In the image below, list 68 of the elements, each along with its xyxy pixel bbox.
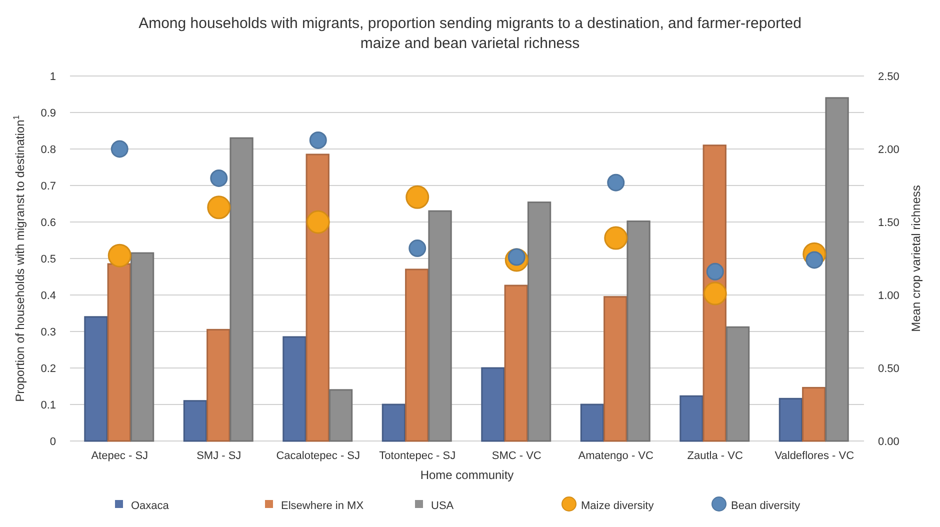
point xyxy=(110,140,128,158)
y2-tick-label: 2.50 xyxy=(878,71,900,83)
y2-tick-label: 0.50 xyxy=(878,363,900,375)
bar xyxy=(282,336,306,442)
legend-label: USA xyxy=(431,500,454,512)
x-tick-label: SMC - VC xyxy=(492,450,542,462)
bar xyxy=(428,210,452,442)
y2-tick-label: 1.00 xyxy=(878,290,900,302)
x-tick-label: Valdeflores - VC xyxy=(774,450,854,462)
bar xyxy=(604,296,628,442)
point xyxy=(108,244,132,268)
bar xyxy=(107,263,131,442)
bar xyxy=(405,268,429,442)
bar xyxy=(527,202,552,442)
x-axis-title: Home community xyxy=(420,468,514,482)
bar xyxy=(230,137,254,442)
bar xyxy=(504,284,528,442)
y2-axis-title: Mean crop varietal richness xyxy=(909,185,923,332)
x-tick-label: Cacalotepec - SJ xyxy=(276,450,360,462)
x-tick-label: Totontepec - SJ xyxy=(379,450,456,462)
y-tick-label: 0.7 xyxy=(40,180,56,192)
y-tick-label: 0.4 xyxy=(40,290,56,302)
point xyxy=(607,174,625,192)
bar xyxy=(726,326,750,442)
bar xyxy=(328,389,353,442)
point xyxy=(703,282,727,306)
x-tick-label: Amatengo - VC xyxy=(578,450,654,462)
point xyxy=(408,240,426,258)
legend-label: Bean diversity xyxy=(731,500,801,512)
bar xyxy=(130,252,154,442)
point xyxy=(706,262,724,280)
bar xyxy=(680,395,704,442)
y-tick-label: 0.6 xyxy=(40,217,56,229)
x-tick-label: Zautla - VC xyxy=(687,450,743,462)
y-tick-label: 0.9 xyxy=(40,108,56,120)
y-tick-label: 0 xyxy=(50,436,56,448)
bar xyxy=(626,220,650,442)
y-tick-label: 0.3 xyxy=(40,326,56,338)
bar xyxy=(802,386,826,442)
point xyxy=(210,169,228,187)
legend-label: Elsewhere in MX xyxy=(281,500,364,512)
point xyxy=(604,226,628,250)
y2-tick-label: 0.00 xyxy=(878,436,900,448)
bar xyxy=(183,400,208,442)
y-tick-label: 0.8 xyxy=(40,144,56,156)
legend-label: Maize diversity xyxy=(581,500,654,512)
y-tick-label: 0.2 xyxy=(40,363,56,375)
x-tick-label: SMJ - SJ xyxy=(196,450,242,462)
chart-title: Among households with migrants, proportion sending migrants to a destination, and farmer-reported maize and bean varietal richness xyxy=(138,15,802,52)
bar xyxy=(382,404,406,442)
y-tick-label: 0.5 xyxy=(40,254,56,266)
x-tick-label: Atepec - SJ xyxy=(91,450,148,462)
point xyxy=(207,196,231,220)
y-tick-label: 0.1 xyxy=(40,400,56,412)
point xyxy=(306,210,330,234)
bar xyxy=(84,316,108,442)
bar xyxy=(481,367,505,442)
y-tick-label: 1 xyxy=(50,71,56,83)
y2-tick-label: 2.00 xyxy=(878,144,900,156)
bar xyxy=(825,97,849,442)
bar xyxy=(778,398,803,442)
y2-tick-label: 1.50 xyxy=(878,217,900,229)
legend-label: Oaxaca xyxy=(131,500,170,512)
bar xyxy=(306,154,330,442)
bar xyxy=(580,404,604,442)
point xyxy=(406,185,430,209)
bar xyxy=(206,328,230,442)
point xyxy=(309,131,327,149)
